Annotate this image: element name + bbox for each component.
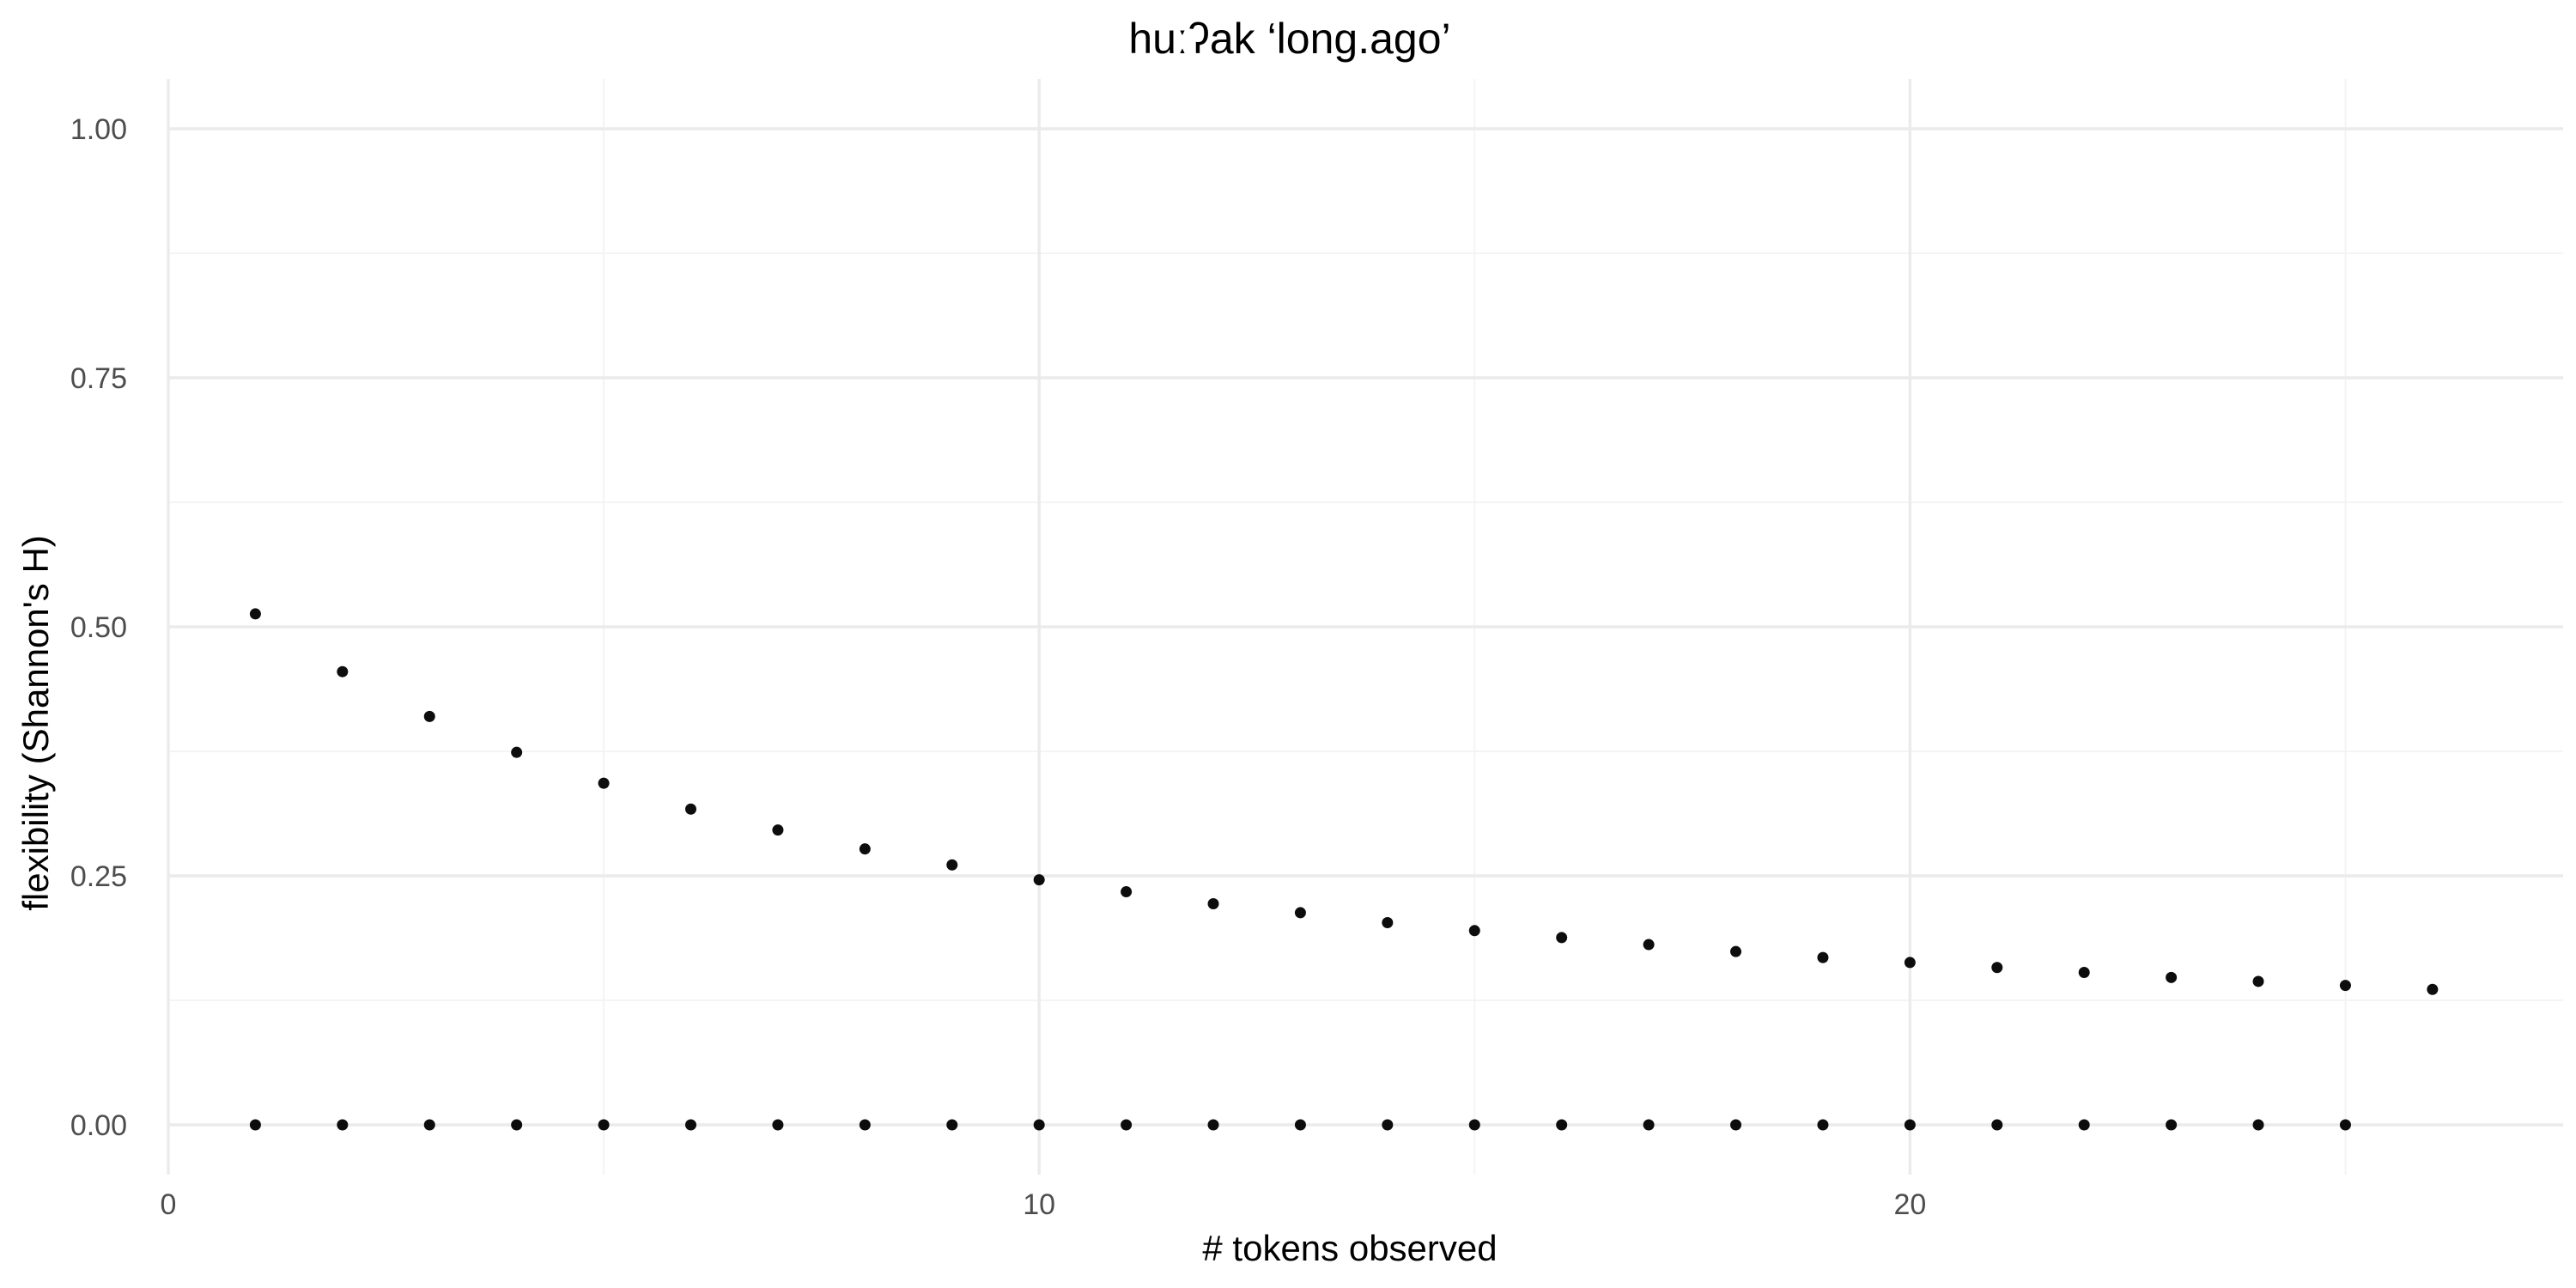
y-axis-title: flexibility (Shannon's H) [15,535,56,911]
data-point [685,1119,697,1131]
y-tick-label: 0.50 [70,611,127,644]
data-point [337,665,349,677]
data-point [423,710,435,722]
y-tick-label: 0.75 [70,362,127,395]
data-point [1556,1119,1568,1131]
data-point [1991,962,2003,974]
data-point [2427,983,2439,995]
y-tick-label: 0.00 [70,1109,127,1142]
data-point [511,746,523,758]
data-point [859,1119,871,1131]
data-point [772,1119,784,1131]
data-point [1817,1119,1829,1131]
data-point [337,1119,349,1131]
data-point [1730,1119,1742,1131]
data-point [1991,1119,2003,1131]
data-point [1468,925,1480,937]
data-point [1817,951,1829,963]
data-point [1207,1119,1219,1131]
data-point [1294,907,1306,919]
grid-lines [167,79,2563,1175]
data-point [2166,1119,2178,1131]
x-tick-label: 0 [161,1188,177,1221]
data-point [2339,980,2351,992]
data-point [2252,1119,2264,1131]
y-axis-ticks: 0.00 0.25 0.50 0.75 1.00 [70,113,127,1142]
x-axis-title: # tokens observed [1202,1228,1497,1268]
chart-title: huːʔak ‘long.ago’ [1128,15,1450,63]
data-point [1556,932,1568,944]
data-points [249,608,2439,1131]
data-point [423,1119,435,1131]
data-point [1730,945,1742,957]
data-point [1382,1119,1394,1131]
data-point [1904,957,1916,969]
data-point [1033,874,1045,886]
data-point [1468,1119,1480,1131]
data-point [2252,975,2264,987]
data-point [1033,1119,1045,1131]
data-point [2078,967,2090,979]
data-point [2166,971,2178,983]
x-axis-ticks: 0 10 20 [161,1188,1927,1221]
data-point [598,1119,610,1131]
data-point [249,1119,261,1131]
data-point [946,859,958,871]
data-point [859,843,871,855]
data-point [1207,897,1219,909]
data-point [685,803,697,815]
data-point [1121,886,1133,898]
data-point [2078,1119,2090,1131]
data-point [1904,1119,1916,1131]
x-tick-label: 10 [1023,1188,1055,1221]
data-point [1643,939,1655,951]
data-point [249,608,261,620]
data-point [598,777,610,789]
data-point [772,824,784,836]
data-point [946,1119,958,1131]
data-point [511,1119,523,1131]
y-tick-label: 0.25 [70,860,127,893]
data-point [1643,1119,1655,1131]
data-point [1121,1119,1133,1131]
data-point [1382,917,1394,929]
y-tick-label: 1.00 [70,113,127,146]
data-point [1294,1119,1306,1131]
x-tick-label: 20 [1893,1188,1926,1221]
data-point [2339,1119,2351,1131]
